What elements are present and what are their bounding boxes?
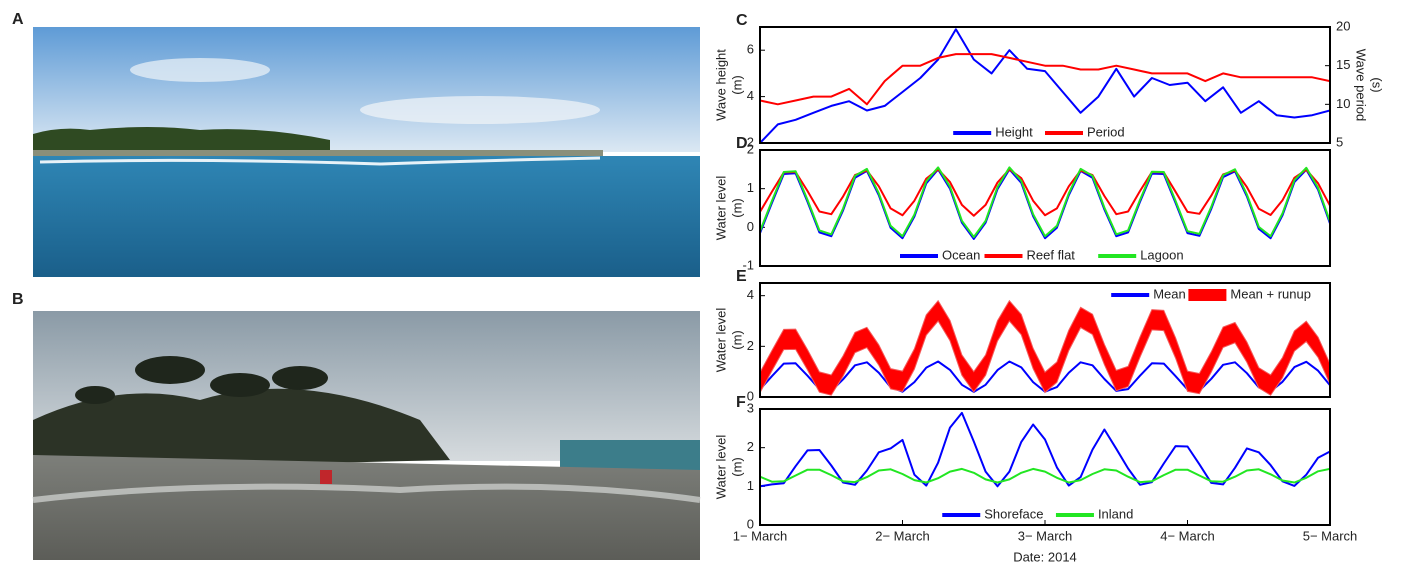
legend-label: Mean	[1153, 286, 1186, 301]
x-tick-label: 2− March	[875, 528, 930, 543]
y-tick-label: 2	[747, 338, 754, 353]
y2-tick-label: 20	[1336, 18, 1350, 33]
y-tick-label: 2	[747, 439, 754, 454]
series-line	[760, 166, 1330, 238]
photo-a	[33, 27, 700, 277]
y2-tick-label: 10	[1336, 96, 1350, 111]
y-tick-label: 1	[747, 180, 754, 195]
y-tick-label: -1	[742, 257, 754, 272]
legend-label: Mean + runup	[1230, 286, 1311, 301]
series-line	[760, 53, 1330, 106]
y-axis-label: Wave height	[713, 49, 728, 121]
x-tick-label: 5− March	[1303, 528, 1358, 543]
plot-area	[760, 299, 1330, 396]
legend-label: Lagoon	[1140, 247, 1183, 262]
legend-label: Inland	[1098, 506, 1133, 521]
y-tick-label: 3	[747, 400, 754, 415]
y-tick-label: 0	[747, 516, 754, 531]
y-axis-label: Water level	[713, 435, 728, 500]
x-tick-label: 4− March	[1160, 528, 1215, 543]
legend-label: Height	[995, 124, 1033, 139]
y-tick-label: 0	[747, 219, 754, 234]
legend-label: Period	[1087, 124, 1125, 139]
x-axis-label: Date: 2014	[1013, 549, 1077, 564]
y-tick-label: 6	[747, 42, 754, 57]
plot-area	[760, 28, 1330, 143]
panel-label: E	[736, 268, 747, 285]
panel-label: F	[736, 394, 746, 411]
y-axis-label: Water level	[713, 308, 728, 373]
y-tick-label: 0	[747, 388, 754, 403]
series-line	[760, 467, 1330, 484]
axes-frame	[759, 282, 1331, 398]
y-axis-label: Water level	[713, 176, 728, 241]
y2-axis-label: (s)	[1370, 77, 1385, 92]
legend-label: Ocean	[942, 247, 980, 262]
y-axis-label: (m)	[729, 457, 744, 477]
y-tick-label: 2	[747, 134, 754, 149]
y-tick-label: 4	[747, 287, 754, 302]
series-line	[760, 411, 1330, 488]
legend-label: Shoreface	[984, 506, 1043, 521]
y2-axis-label: Wave period	[1354, 49, 1369, 122]
plot-area	[760, 411, 1330, 488]
photo-b	[32, 311, 701, 560]
y-axis-label: (m)	[729, 198, 744, 218]
y-tick-label: 4	[747, 88, 754, 103]
y-tick-label: 2	[747, 141, 754, 156]
y2-tick-label: 5	[1336, 134, 1343, 149]
y-axis-label: (m)	[729, 330, 744, 350]
plot-area	[760, 166, 1330, 240]
panel-label: D	[736, 135, 748, 152]
x-tick-label: 1− March	[733, 528, 788, 543]
runup-band	[760, 299, 1330, 396]
y2-tick-label: 15	[1336, 57, 1350, 72]
series-line	[760, 28, 1330, 143]
axes-frame	[759, 408, 1331, 526]
axes-frame	[759, 26, 1331, 144]
panel-label: B	[12, 291, 24, 308]
panel-label: A	[12, 11, 24, 28]
y-axis-label: (m)	[729, 75, 744, 95]
y-tick-label: 1	[747, 478, 754, 493]
legend-label: Reef flat	[1027, 247, 1076, 262]
x-tick-label: 3− March	[1018, 528, 1073, 543]
legend-swatch	[1188, 289, 1227, 301]
axes-frame	[759, 149, 1331, 267]
panel-label: C	[736, 12, 748, 29]
